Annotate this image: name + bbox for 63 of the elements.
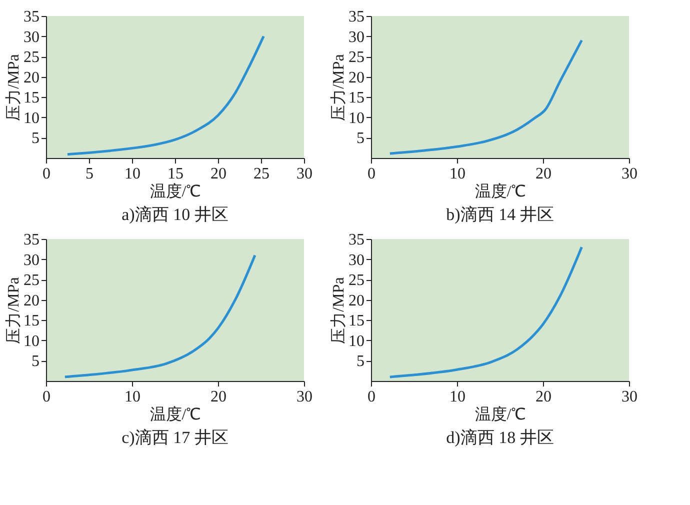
y-tick-label: 30 — [348, 252, 364, 269]
y-axis-title: 压力/MPa — [330, 277, 348, 344]
y-tick-label: 10 — [348, 110, 364, 127]
y-tick-label: 35 — [348, 8, 364, 26]
y-tick-label: 35 — [348, 232, 364, 248]
y-tick-label: 25 — [348, 272, 364, 290]
y-tick-label: 5 — [32, 130, 40, 148]
y-axis-title: 压力/MPa — [4, 277, 22, 344]
x-tick-label: 30 — [296, 388, 312, 406]
text: b)滴西 14 井区 — [446, 205, 554, 224]
x-tick-label: 10 — [124, 388, 140, 406]
x-tick-label: 0 — [42, 388, 50, 406]
y-tick-label: 10 — [348, 332, 364, 350]
x-tick-label: 30 — [622, 166, 638, 182]
y-tick-label: 25 — [348, 49, 364, 66]
x-tick-label: 20 — [536, 388, 552, 406]
x-tick-label: 30 — [296, 166, 312, 182]
y-tick-label: 10 — [24, 110, 40, 127]
y-axis-title: 压力/MPa — [330, 54, 348, 121]
text: a)滴西 10 井区 — [122, 205, 228, 224]
line-series — [388, 39, 583, 155]
x-tick-label: 20 — [210, 388, 226, 406]
x-tick-label: 10 — [450, 388, 466, 406]
y-tick-label: 30 — [348, 28, 364, 46]
x-axis-title: 温度/℃ — [150, 406, 202, 424]
y-tick-label: 15 — [24, 312, 40, 330]
text: c)滴西 17 井区 — [122, 428, 228, 447]
x-tick-label: 0 — [42, 166, 50, 182]
y-tick-label: 20 — [348, 69, 364, 86]
y-tick-label: 20 — [24, 69, 40, 86]
y-tick-label: 35 — [24, 232, 40, 248]
y-tick-label: 20 — [348, 292, 364, 310]
x-tick-label: 30 — [622, 388, 638, 406]
y-tick-label: 5 — [356, 130, 364, 148]
x-tick-label: 20 — [536, 166, 552, 182]
y-tick-label: 5 — [32, 353, 40, 370]
y-tick-label: 25 — [24, 49, 40, 66]
line-series — [388, 246, 583, 378]
x-tick-label: 25 — [254, 166, 270, 182]
text: d)滴西 18 井区 — [446, 428, 554, 447]
x-axis-title: 温度/℃ — [150, 182, 202, 200]
x-axis-title: 温度/℃ — [474, 406, 526, 424]
x-tick-label: 10 — [124, 166, 140, 182]
line-series — [66, 35, 265, 156]
y-tick-label: 25 — [24, 272, 40, 290]
y-tick-label: 15 — [348, 312, 364, 330]
x-axis-title: 温度/℃ — [474, 182, 526, 200]
line-series — [64, 254, 256, 378]
x-tick-label: 5 — [86, 166, 94, 182]
y-tick-label: 5 — [356, 353, 364, 370]
x-tick-label: 10 — [450, 166, 466, 182]
y-tick-label: 15 — [348, 90, 364, 107]
y-tick-label: 10 — [24, 332, 40, 350]
x-tick-label: 20 — [210, 166, 226, 182]
y-tick-label: 35 — [24, 8, 40, 26]
y-tick-label: 20 — [24, 292, 40, 310]
y-axis-title: 压力/MPa — [4, 54, 22, 121]
x-tick-label: 0 — [368, 166, 376, 182]
y-tick-label: 30 — [24, 252, 40, 269]
x-tick-label: 15 — [168, 166, 184, 182]
y-tick-label: 30 — [24, 28, 40, 46]
y-tick-label: 15 — [24, 90, 40, 107]
x-tick-label: 0 — [368, 388, 376, 406]
